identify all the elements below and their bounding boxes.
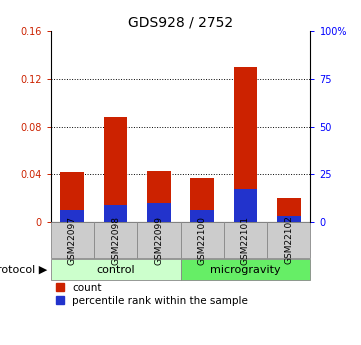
Text: GSM22102: GSM22102 (284, 216, 293, 264)
Title: GDS928 / 2752: GDS928 / 2752 (128, 16, 233, 30)
Bar (277, 198, 301, 222)
Text: protocol ▶: protocol ▶ (0, 265, 47, 275)
Bar (51, 222, 94, 258)
Bar (190, 178, 214, 222)
Text: microgravity: microgravity (210, 265, 281, 275)
Text: GSM22098: GSM22098 (111, 216, 120, 265)
Text: GSM22100: GSM22100 (198, 216, 206, 265)
Text: control: control (96, 265, 135, 275)
Bar (180, 259, 310, 280)
Bar (234, 67, 257, 222)
Bar (60, 172, 84, 222)
Bar (51, 259, 180, 280)
Bar (147, 171, 171, 222)
Bar (224, 222, 267, 258)
Text: GSM22097: GSM22097 (68, 216, 77, 265)
Bar (234, 189, 257, 222)
Bar (137, 222, 180, 258)
Bar (94, 222, 137, 258)
Bar (147, 203, 171, 222)
Bar (60, 210, 84, 222)
Text: GSM22101: GSM22101 (241, 216, 250, 265)
Text: GSM22099: GSM22099 (155, 216, 163, 265)
Bar (104, 117, 127, 222)
Legend: count, percentile rank within the sample: count, percentile rank within the sample (56, 283, 248, 306)
Bar (267, 222, 310, 258)
Bar (190, 210, 214, 222)
Bar (180, 222, 224, 258)
Bar (104, 205, 127, 222)
Bar (277, 216, 301, 222)
